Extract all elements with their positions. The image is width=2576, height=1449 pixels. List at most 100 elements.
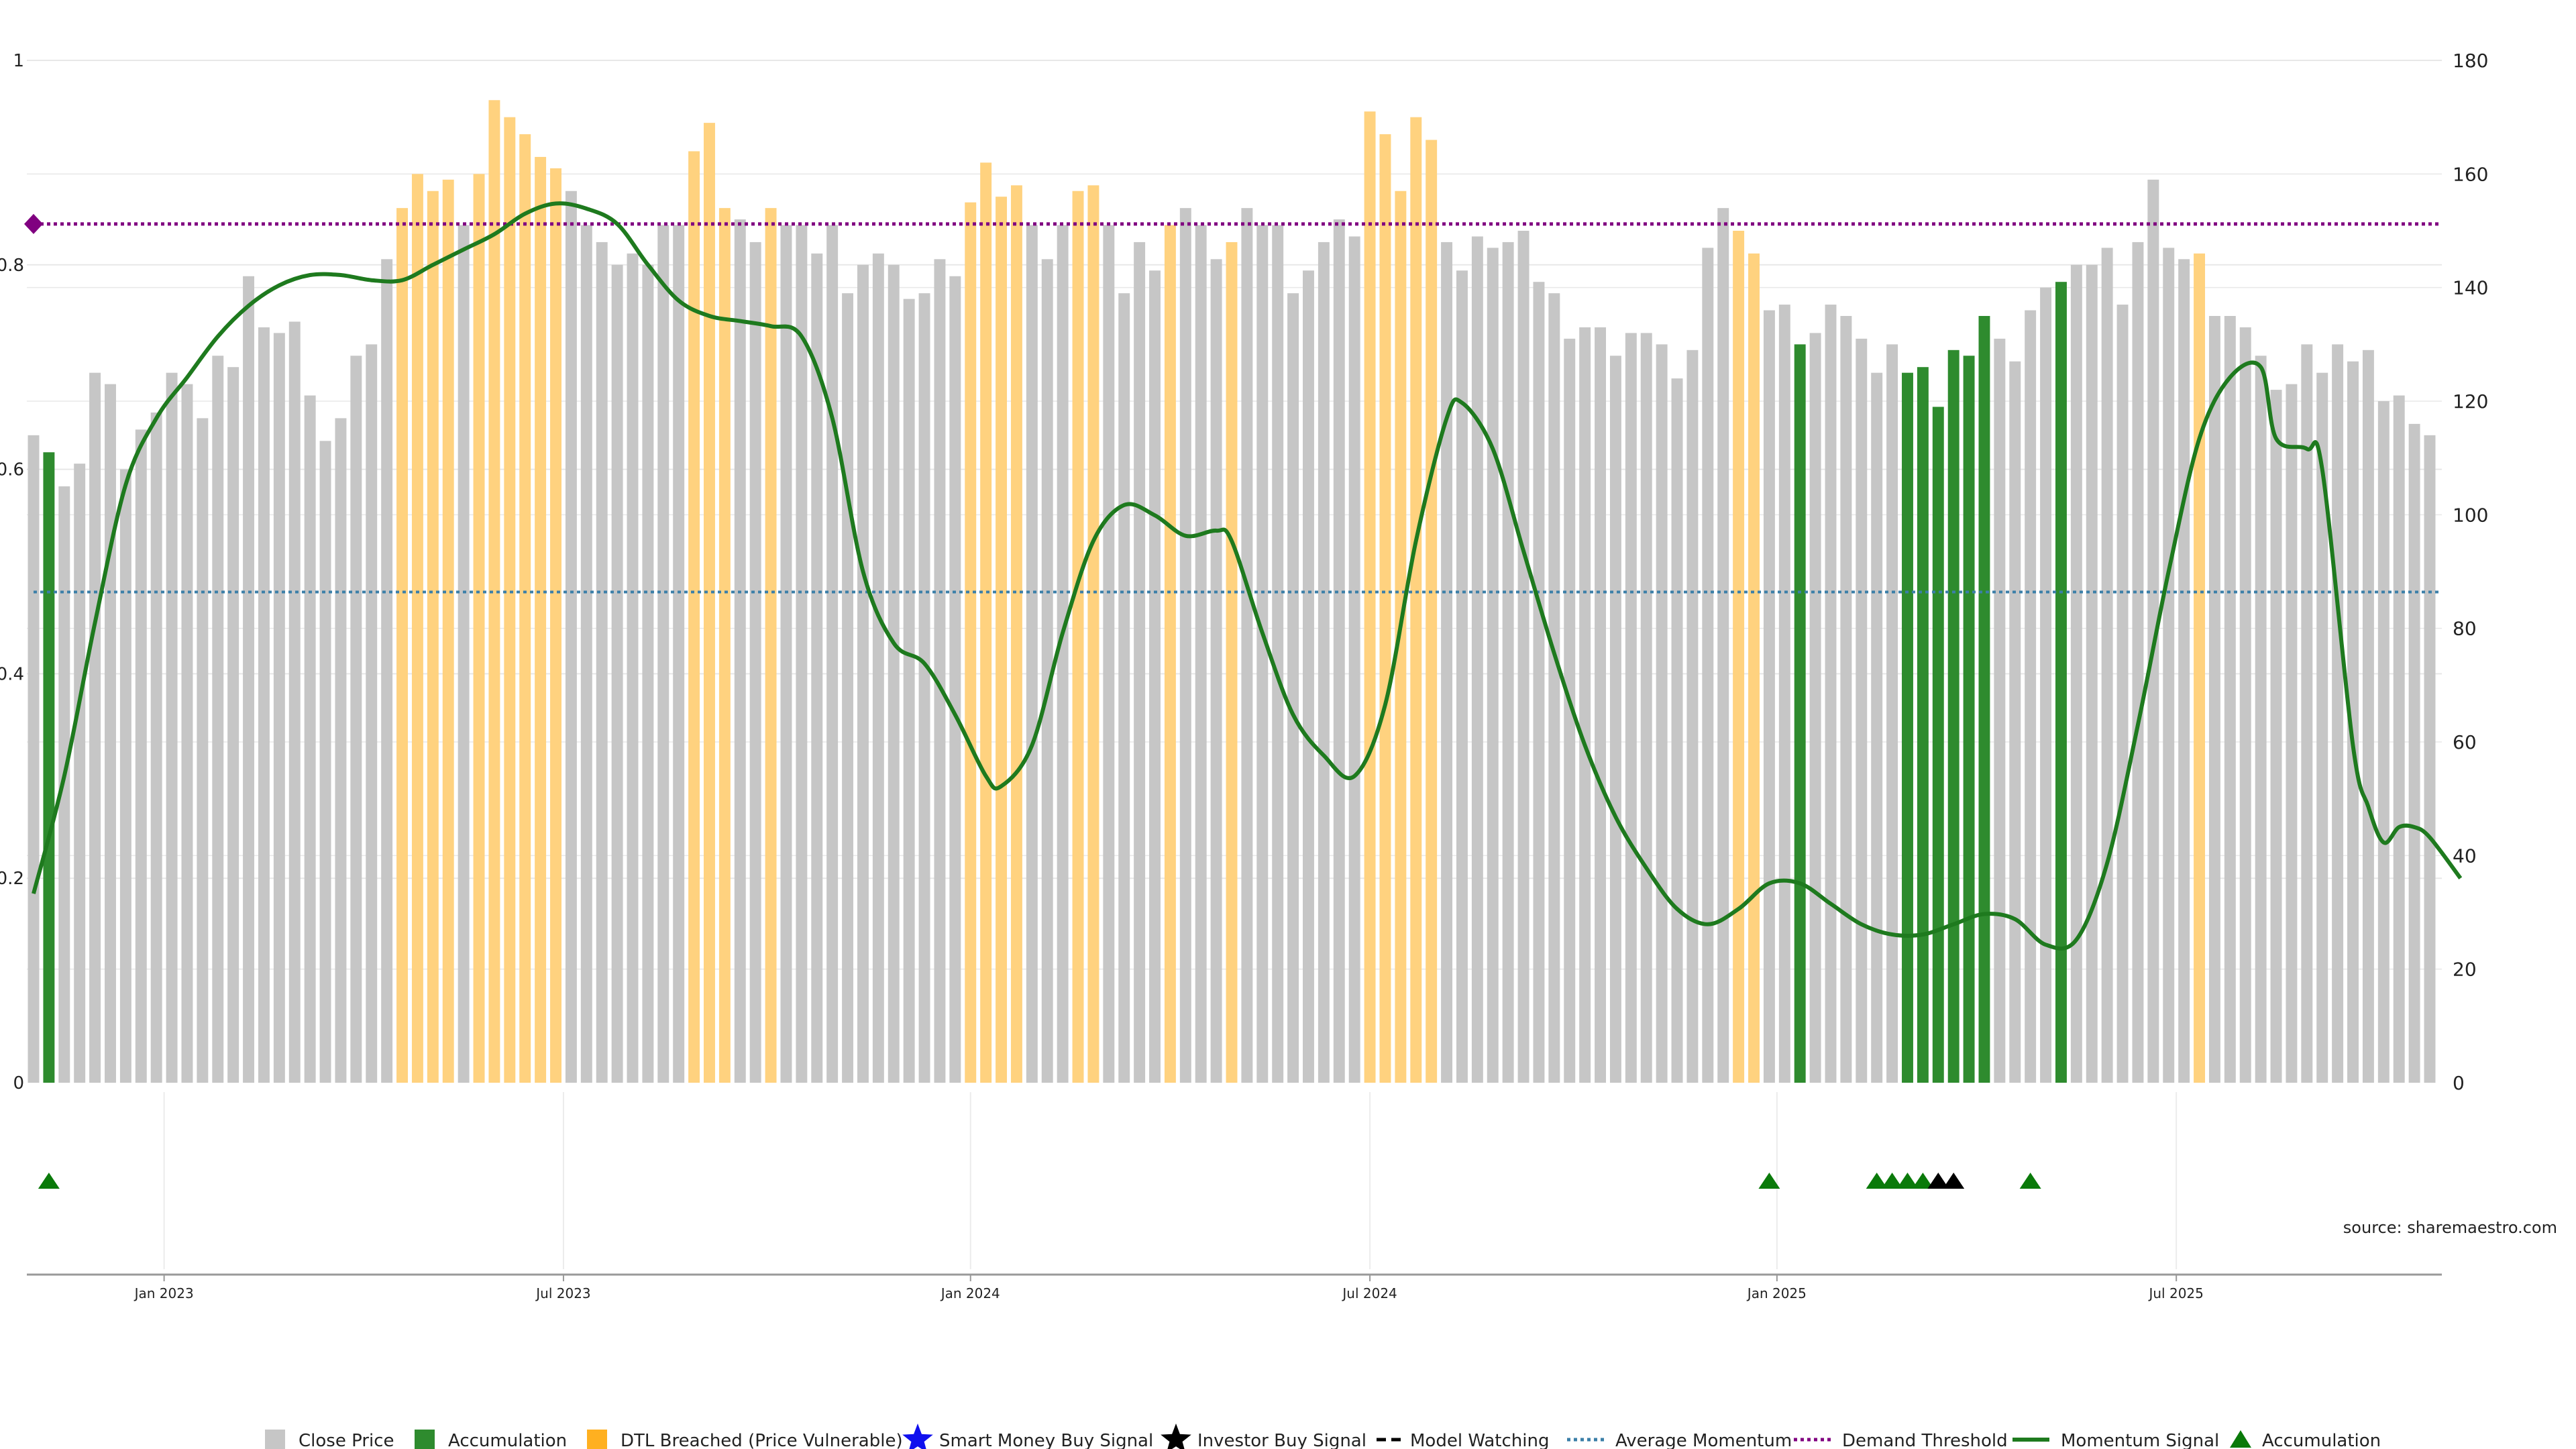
accumulation-bar	[43, 452, 55, 1083]
left-tick-label: 0.4	[0, 664, 24, 684]
legend-swatch-dtl	[587, 1430, 607, 1449]
dtl-breached-bar	[1010, 185, 1022, 1083]
close-price-bar	[1456, 270, 1468, 1083]
close-price-bar	[2040, 287, 2052, 1083]
right-tick-label: 60	[2453, 731, 2477, 753]
close-price-bar	[596, 241, 608, 1083]
close-price-bar	[2224, 316, 2236, 1083]
close-price-bar	[1856, 338, 1868, 1083]
close-price-bar	[2025, 310, 2037, 1083]
left-tick-label: 1	[13, 51, 24, 71]
close-price-bar	[166, 372, 178, 1083]
dtl-breached-bar	[488, 100, 500, 1083]
close-price-bar	[565, 191, 577, 1083]
close-price-bar	[1210, 259, 1222, 1083]
accumulation-marker	[1866, 1173, 1888, 1189]
legend-swatch-accumulation	[415, 1430, 435, 1449]
close-price-bar	[1118, 293, 1130, 1083]
close-price-bar	[2147, 179, 2159, 1083]
dtl-breached-bar	[442, 179, 454, 1083]
x-tick-label: Jan 2024	[940, 1285, 1000, 1301]
close-price-bar	[1763, 310, 1775, 1083]
close-price-bar	[2208, 316, 2220, 1083]
close-price-bar	[2255, 356, 2267, 1083]
close-price-bar	[1487, 248, 1499, 1083]
close-price-bar	[949, 276, 961, 1083]
dtl-breached-bar	[1426, 140, 1438, 1083]
close-price-bar	[181, 384, 193, 1083]
close-price-bar	[2116, 305, 2129, 1083]
close-price-bar	[2178, 259, 2190, 1083]
dtl-breached-bar	[550, 168, 561, 1083]
close-price-bar	[1471, 236, 1483, 1083]
close-price-bar	[934, 259, 946, 1083]
close-price-bar	[288, 321, 301, 1083]
accumulation-marker	[2019, 1173, 2041, 1189]
legend-label: Demand Threshold	[1842, 1431, 2008, 1449]
dtl-breached-bar	[1072, 191, 1084, 1083]
close-price-bar	[1533, 282, 1545, 1083]
close-price-bar	[350, 356, 362, 1083]
close-price-bar	[1886, 344, 1898, 1083]
x-tick-label: Jul 2024	[1341, 1285, 1397, 1301]
close-price-bar	[243, 276, 255, 1083]
close-price-bar	[381, 259, 393, 1083]
close-price-bar	[1994, 338, 2006, 1083]
x-tick-label: Jul 2025	[2147, 1285, 2203, 1301]
accumulation-bar	[1978, 316, 1990, 1083]
close-price-bar	[857, 264, 869, 1083]
legend-label: Momentum Signal	[2061, 1431, 2219, 1449]
dtl-breached-bar	[1164, 225, 1176, 1083]
close-price-bar	[28, 435, 40, 1083]
close-price-bar	[2239, 327, 2251, 1083]
close-price-bar	[197, 418, 209, 1083]
close-price-bar	[2377, 401, 2390, 1083]
close-price-bar	[2070, 264, 2082, 1083]
accumulation-bar	[1947, 350, 1960, 1083]
dtl-breached-bar	[965, 202, 977, 1083]
momentum-signal-line	[32, 201, 2463, 951]
left-tick-label: 0	[13, 1073, 24, 1093]
dtl-breached-bar	[704, 123, 715, 1083]
left-tick-label: 0.6	[0, 460, 24, 480]
close-price-bar	[1548, 293, 1560, 1083]
right-tick-label: 0	[2453, 1072, 2465, 1094]
investor-buy-marker	[1943, 1173, 1965, 1189]
close-price-bar	[2132, 241, 2144, 1083]
legend-label: Close Price	[299, 1431, 394, 1449]
accumulation-bar	[1794, 344, 1806, 1083]
right-axis-ticks: 0 20 40 60 80 100 120 140 160 180	[2453, 50, 2488, 1094]
close-price-bar	[1671, 378, 1683, 1083]
right-tick-label: 160	[2453, 163, 2488, 185]
close-price-bar	[1318, 241, 1330, 1083]
close-price-bar	[2301, 344, 2313, 1083]
dtl-breached-bar	[1410, 117, 1422, 1083]
close-price-bar	[1564, 338, 1576, 1083]
close-price-bar	[1179, 208, 1191, 1083]
close-price-bar	[1272, 225, 1284, 1083]
close-price-bar	[1256, 225, 1269, 1083]
right-tick-label: 20	[2453, 959, 2477, 981]
close-price-bar	[2332, 344, 2344, 1083]
x-tick-label: Jan 2023	[133, 1285, 194, 1301]
dtl-breached-bar	[688, 151, 700, 1083]
dtl-breached-bar	[519, 134, 531, 1083]
accumulation-bar	[2055, 282, 2067, 1083]
dtl-breached-bar	[427, 191, 439, 1083]
legend-investor-star-icon	[1161, 1424, 1191, 1449]
close-price-bar	[1825, 305, 1837, 1083]
dtl-breached-bar	[996, 197, 1008, 1083]
close-price-bar	[888, 264, 900, 1083]
close-price-bar	[2101, 248, 2113, 1083]
close-price-bar	[119, 469, 131, 1083]
close-price-bar	[1686, 350, 1699, 1083]
legend-swatch-close	[265, 1430, 285, 1449]
left-tick-label: 0.8	[0, 256, 24, 276]
accumulation-bar	[1917, 367, 1929, 1083]
close-price-bar	[335, 418, 347, 1083]
close-price-bar	[1640, 333, 1652, 1083]
close-price-bar	[1609, 356, 1621, 1083]
watermark-text: source: sharemaestro.com	[2343, 1218, 2557, 1237]
close-price-bar	[1871, 372, 1883, 1083]
investor-buy-marker	[1927, 1173, 1949, 1189]
